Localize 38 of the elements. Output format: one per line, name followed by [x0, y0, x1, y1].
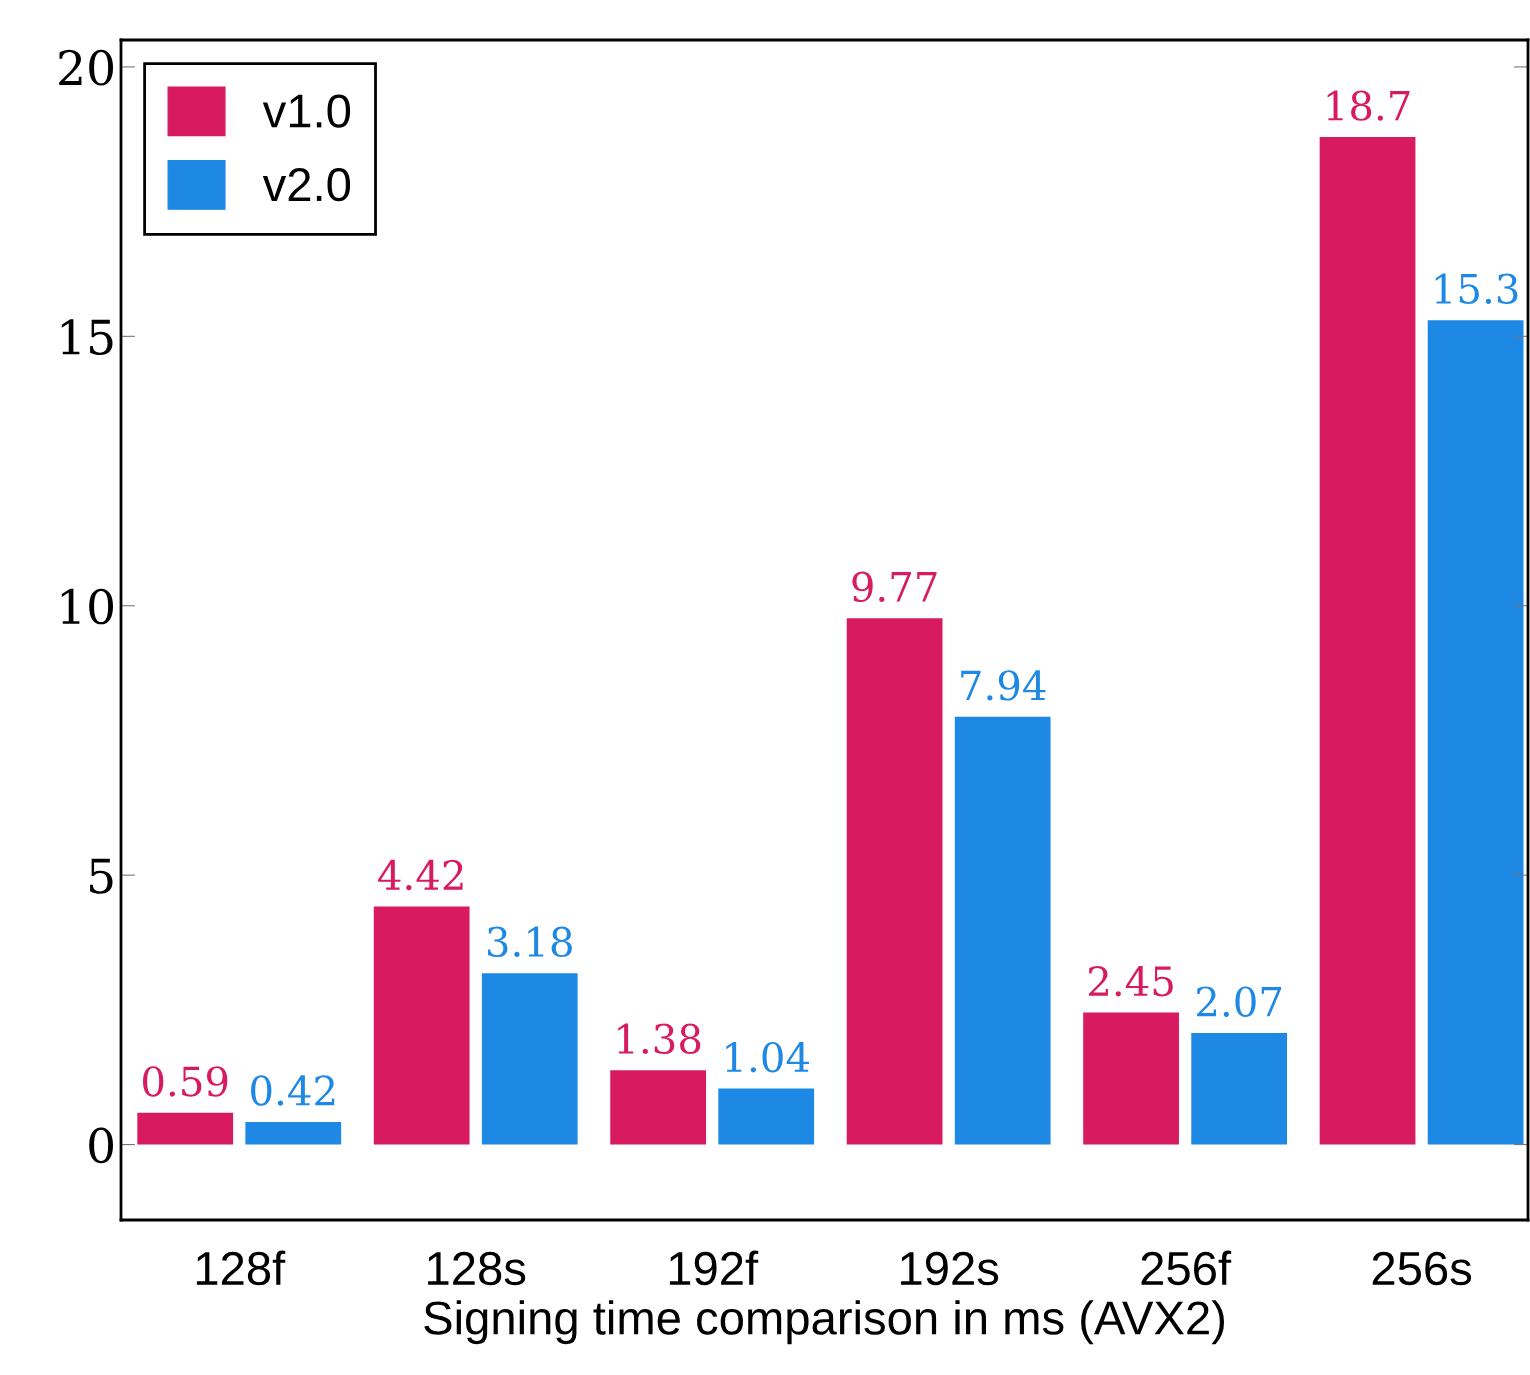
x-tick-label: 256f — [1141, 1250, 1232, 1286]
x-tick-label: 128s — [428, 1251, 526, 1286]
data-label: 18.7 — [1327, 90, 1410, 121]
x-tick-label: 128f — [196, 1250, 286, 1286]
x-tick-label: 256s — [1372, 1251, 1472, 1286]
y-tick-label: 0 — [89, 1127, 113, 1164]
bar — [954, 716, 1051, 1145]
x-tick-label: 192s — [901, 1251, 999, 1286]
bar — [718, 1088, 815, 1145]
bar — [245, 1121, 342, 1145]
data-label: 7.94 — [961, 670, 1046, 701]
bar — [137, 1112, 234, 1145]
legend-label: v2.0 — [262, 167, 351, 202]
data-label: 2.07 — [1197, 986, 1282, 1017]
data-label: 1.04 — [726, 1041, 810, 1073]
y-tick-label: 15 — [61, 319, 113, 355]
legend-label: v1.0 — [262, 94, 351, 128]
bar — [1191, 1033, 1288, 1145]
y-tick-label: 20 — [59, 49, 113, 86]
y-tick-label: 10 — [61, 588, 113, 625]
x-axis-title: Signing time comparison in ms (AVX2) — [424, 1300, 1225, 1345]
data-label: 1.38 — [618, 1023, 701, 1055]
data-label: 15.3 — [1435, 273, 1518, 305]
bar — [1083, 1012, 1179, 1145]
data-label: 2.45 — [1088, 965, 1173, 997]
data-label: 4.42 — [378, 859, 463, 891]
bar — [610, 1070, 707, 1145]
bar — [373, 906, 470, 1145]
bar — [1319, 136, 1416, 1145]
data-label: 0.42 — [251, 1075, 335, 1106]
data-label: 3.18 — [487, 926, 572, 958]
bar — [481, 973, 578, 1145]
data-label: 9.77 — [852, 571, 937, 603]
bar — [1427, 320, 1524, 1145]
data-label: 0.59 — [143, 1066, 228, 1097]
y-tick-label: 5 — [90, 858, 113, 894]
bar — [846, 618, 943, 1145]
x-tick-label: 192f — [669, 1250, 759, 1286]
